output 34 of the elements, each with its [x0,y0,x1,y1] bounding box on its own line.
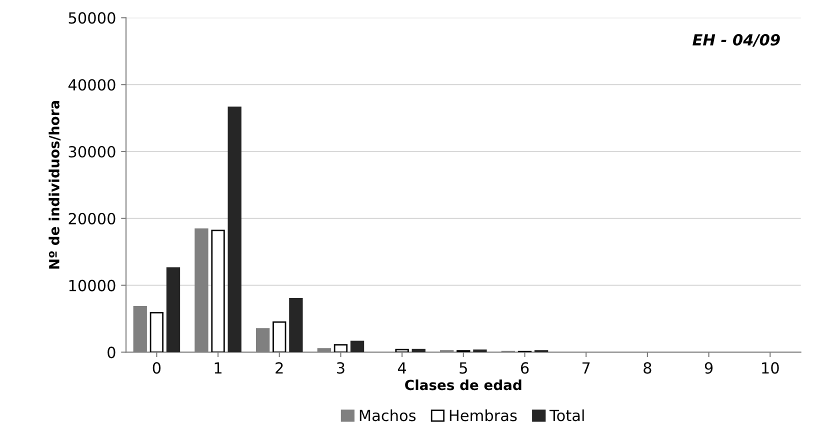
x-tick-label: 4 [398,362,406,374]
bar [350,340,364,352]
x-tick-label: 9 [704,362,713,374]
y-tick-label: 0 [108,346,116,358]
y-tick-label: 10000 [69,280,116,292]
bar [272,321,286,352]
x-tick-label: 0 [152,362,161,374]
bar [211,230,225,352]
x-tick-label: 6 [520,362,529,374]
annotation: EH - 04/09 [692,34,780,47]
legend-label: Hembras [450,409,517,422]
bar [289,298,303,352]
legend-label: Total [550,409,584,422]
y-tick-label: 50000 [68,12,116,24]
x-tick-label: 7 [582,362,590,374]
bar [412,348,426,352]
x-tick-label: 5 [460,362,467,374]
x-tick-label: 8 [644,362,652,374]
bar [150,312,164,352]
y-tick-label: 20000 [68,212,116,224]
bar [166,267,180,352]
x-tick-label: 1 [214,362,222,374]
x-tick-label: 10 [762,362,779,374]
y-axis-title: Nº de individuos/hora [48,101,61,269]
legend-label: Machos [360,409,416,422]
bar [334,344,348,352]
y-tick-label: 30000 [68,146,116,158]
bar [228,106,242,352]
x-tick-label: 3 [337,362,344,374]
bar [473,349,487,352]
bar [395,348,409,352]
x-axis-title: Clases de edad [405,379,522,390]
x-tick-label: 2 [276,362,283,374]
y-tick-label: 40000 [68,79,116,91]
